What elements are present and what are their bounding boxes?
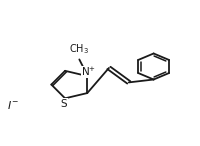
Text: +: + [89,66,95,72]
Text: N: N [82,67,90,77]
Text: S: S [61,99,67,109]
Text: I$^-$: I$^-$ [7,99,20,111]
Text: CH$_3$: CH$_3$ [69,42,89,56]
